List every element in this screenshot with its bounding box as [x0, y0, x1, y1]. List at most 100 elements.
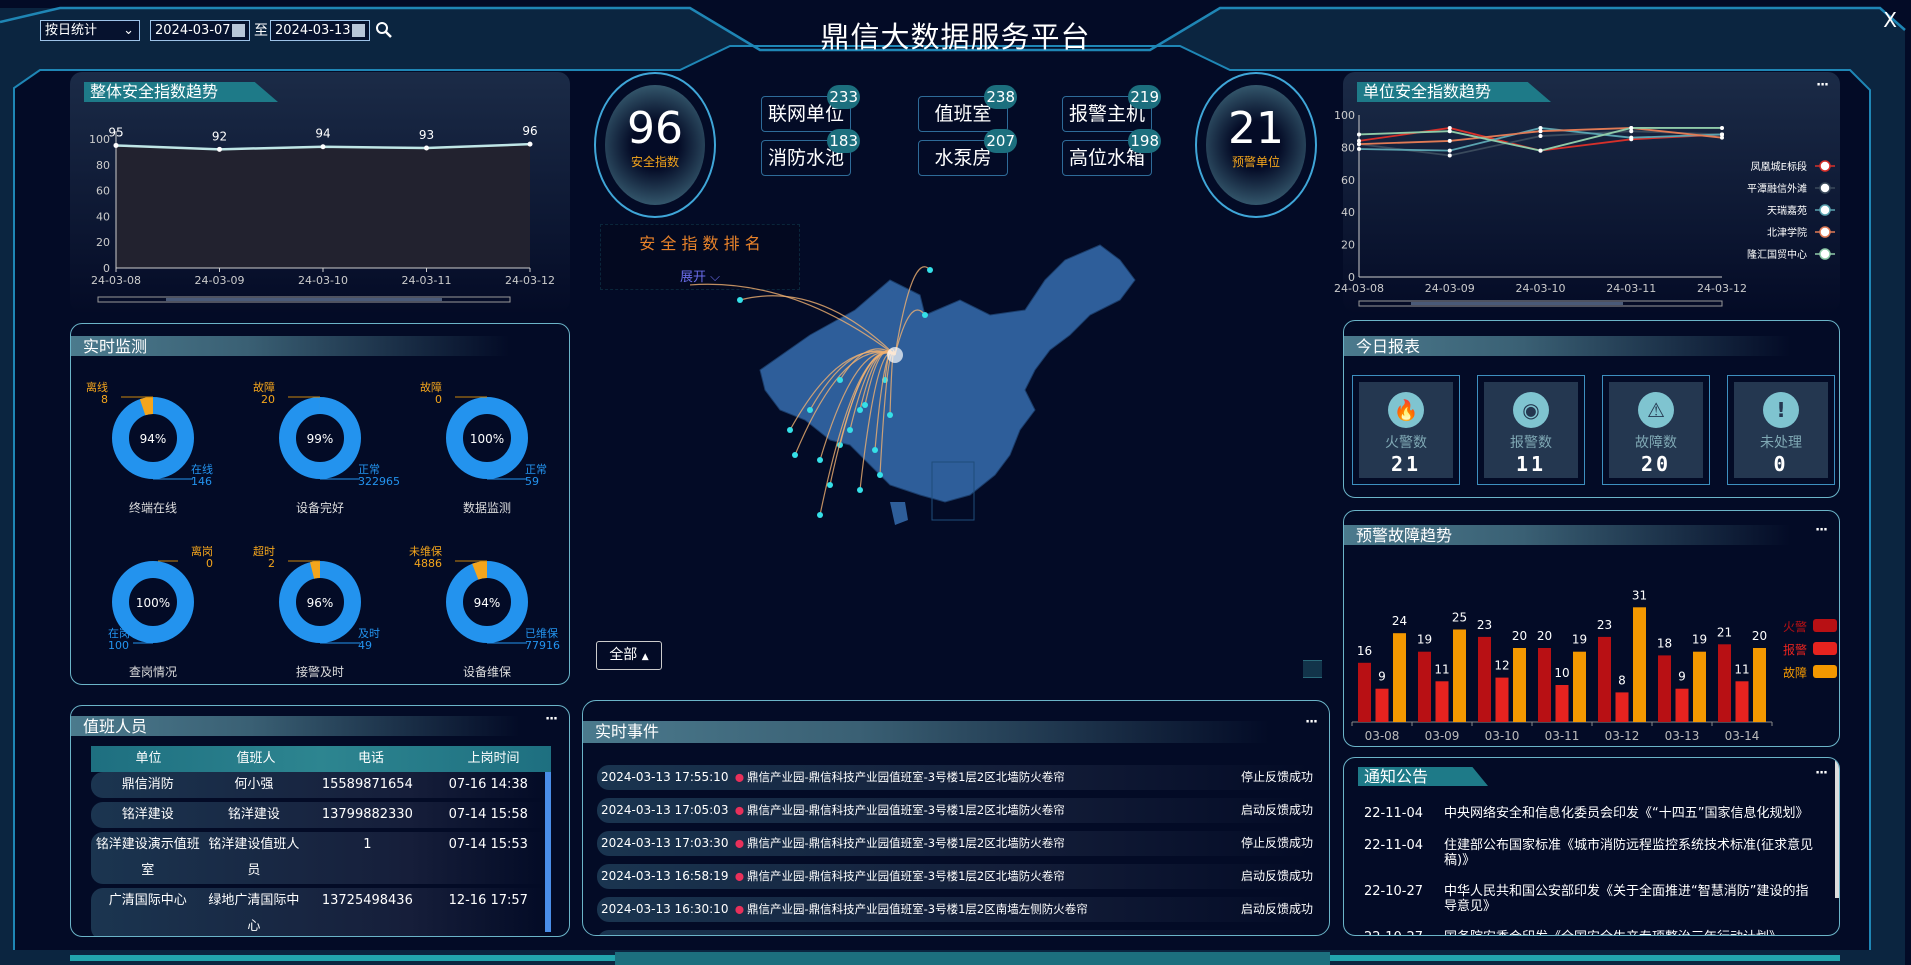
donut-name: 数据监测 — [463, 500, 511, 515]
bar-label: 20 — [1752, 629, 1767, 643]
search-icon[interactable] — [375, 21, 393, 39]
stat-chip[interactable]: 联网单位 233 — [761, 85, 860, 132]
region-filter-button[interactable]: 全部 ▲ — [596, 641, 662, 670]
chevron-down-icon: ⌵ — [710, 270, 720, 285]
chip-label: 高位水箱 — [1068, 147, 1145, 169]
table-cell: 铭洋建设值班人员 — [208, 837, 300, 878]
data-point — [1447, 125, 1452, 130]
stat-chip[interactable]: 消防水池 183 — [761, 129, 860, 176]
location-point — [872, 447, 878, 453]
legend-label: 火警 — [1783, 619, 1807, 634]
event-time: 2024-03-13 16:30:10 — [601, 902, 729, 916]
location-point — [927, 267, 933, 273]
y-tick-label: 80 — [1341, 141, 1355, 154]
column-header: 单位 — [135, 751, 162, 766]
table-row[interactable]: 鼎信消防 何小强 15589871654 07-16 14:38 — [91, 772, 545, 798]
y-tick-label: 20 — [1341, 239, 1355, 252]
date-to-input[interactable]: 2024-03-13 — [270, 20, 370, 41]
duty-scrollbar[interactable] — [545, 772, 551, 932]
date-from-input[interactable]: 2024-03-07 — [150, 20, 250, 41]
stat-chip[interactable]: 水泵房 207 — [918, 129, 1017, 176]
bar — [1735, 681, 1749, 722]
table-row[interactable]: 铭洋建设 铭洋建设 13799882330 07-14 15:58 — [91, 802, 545, 828]
close-button[interactable]: X — [1883, 8, 1897, 32]
location-point — [922, 312, 928, 318]
location-pin-icon: ⬤ — [735, 905, 744, 914]
notice-row[interactable]: 22-10-27国务院安委会印发《全国安全生产专项整治三年行动计划》 — [1364, 930, 1819, 935]
notice-row[interactable]: 22-11-04 中央网络安全和信息化委员会印发《“十四五”国家信息化规划》 — [1364, 806, 1819, 821]
exclamation-icon: ! — [1763, 392, 1799, 428]
bar-label: 24 — [1392, 614, 1407, 628]
expand-label: 展开 — [679, 270, 706, 285]
data-point — [1720, 125, 1724, 130]
safety-index-circle: 96 安全指数 — [594, 72, 716, 218]
chip-label: 水泵房 — [934, 147, 992, 169]
column-header: 上岗时间 — [467, 751, 520, 766]
flight-line — [739, 295, 896, 356]
legend-label: 天瑞嘉苑 — [1767, 204, 1807, 217]
bar — [1513, 648, 1526, 722]
notice-scrollbar[interactable] — [1835, 758, 1839, 898]
bar-label: 11 — [1434, 662, 1449, 676]
major-label: 已维保 — [525, 626, 558, 640]
legend-label: 隆汇国贸中心 — [1747, 248, 1807, 261]
donut-percent: 96% — [307, 596, 334, 610]
notice-row[interactable]: 22-11-04 住建部公布国家标准《城市消防远程监控系统技术标准(征求意见稿)》 — [1364, 838, 1819, 868]
report-card-inner: ! 未处理 0 — [1734, 382, 1828, 478]
map-legend-toggle[interactable] — [1303, 660, 1322, 678]
x-tick-label: 03-11 — [1545, 729, 1580, 743]
bar-label: 23 — [1597, 618, 1612, 632]
ranking-expand-button[interactable]: 展开 ⌵ — [601, 266, 799, 285]
table-row[interactable]: 广清国际中心 绿地广清国际中心 13725498436 12-16 17:57 — [91, 888, 545, 936]
y-tick-label: 20 — [96, 236, 110, 249]
event-time: 2024-03-13 17:03:30 — [601, 836, 729, 850]
notice-date: 22-10-27 — [1364, 884, 1424, 899]
report-card: ⚠ 故障数 20 — [1602, 375, 1710, 485]
x-tick-label: 24-03-08 — [91, 274, 141, 287]
major-value: 100 — [108, 639, 129, 652]
event-row[interactable]: 2024-03-13 16:58:19 ⬤ 鼎信产业园-鼎信科技产业园值班室-3号楼… — [597, 864, 1313, 889]
event-row[interactable]: 2024-03-13 17:03:30 ⬤ 鼎信产业园-鼎信科技产业园值班室-3号楼… — [597, 831, 1313, 856]
notice-date: 22-11-04 — [1364, 838, 1424, 853]
safety-index-value: 96 — [627, 103, 683, 154]
data-point — [1447, 138, 1452, 143]
table-cell: 13725498436 — [321, 893, 413, 908]
data-point — [1538, 125, 1543, 130]
chip-label: 消防水池 — [767, 147, 844, 169]
event-time: 2024-03-14 13:25:46 — [601, 930, 728, 935]
more-button[interactable]: ··· — [1305, 715, 1318, 730]
chip-label: 联网单位 — [767, 103, 844, 125]
stat-mode-select[interactable]: 按日统计 ⌄ — [40, 20, 140, 41]
event-row[interactable]: 2024-03-14 13:25:46 ⬤鼎信产业园-鼎信科技产业园值班室-3号楼… — [597, 930, 1309, 935]
event-row[interactable]: 2024-03-13 17:55:10 ⬤ 鼎信产业园-鼎信科技产业园值班室-3号楼… — [597, 765, 1313, 790]
hub-point — [887, 347, 903, 363]
report-label: 故障数 — [1635, 435, 1677, 451]
notice-row[interactable]: 22-10-27 中华人民共和国公安部印发《关于全面推进“智慧消防”建设的指导意见… — [1364, 884, 1819, 914]
data-point — [1629, 135, 1634, 140]
duty-panel: 值班人员 ··· 单位 值班人 电话 上岗时间 鼎信消防 何小强 15589871654 0… — [70, 705, 570, 937]
event-row[interactable]: 2024-03-13 16:30:10 ⬤ 鼎信产业园-鼎信科技产业园值班室-3号楼… — [597, 897, 1313, 922]
legend-label: 凤凰城E标段 — [1751, 160, 1807, 173]
minor-value: 2 — [268, 557, 275, 570]
bar-label: 21 — [1717, 625, 1732, 639]
bar — [1478, 636, 1491, 722]
more-button[interactable]: ··· — [1816, 78, 1829, 93]
event-row[interactable]: 2024-03-13 17:05:03 ⬤ 鼎信产业园-鼎信科技产业园值班室-3号楼… — [597, 798, 1313, 823]
stat-chip[interactable]: 高位水箱 198 — [1062, 129, 1161, 176]
data-point — [1447, 148, 1452, 153]
event-time: 2024-03-13 17:55:10 — [601, 770, 729, 784]
calendar-icon[interactable] — [232, 24, 245, 37]
more-button[interactable]: ··· — [545, 712, 558, 727]
report-label: 火警数 — [1385, 435, 1427, 451]
calendar-icon[interactable] — [352, 24, 365, 37]
table-row[interactable]: 铭洋建设演示值班室 铭洋建设值班人员 1 07-14 15:53 — [91, 832, 545, 884]
stat-chip[interactable]: 值班室 238 — [918, 85, 1017, 132]
data-point — [1357, 142, 1361, 147]
more-button[interactable]: ··· — [1815, 523, 1828, 538]
china-map[interactable] — [690, 240, 1270, 640]
data-label: 95 — [108, 125, 123, 139]
data-label: 92 — [212, 129, 227, 143]
legend-marker — [1819, 182, 1831, 194]
stat-chip[interactable]: 报警主机 219 — [1062, 85, 1161, 132]
more-button[interactable]: ··· — [1815, 766, 1828, 781]
